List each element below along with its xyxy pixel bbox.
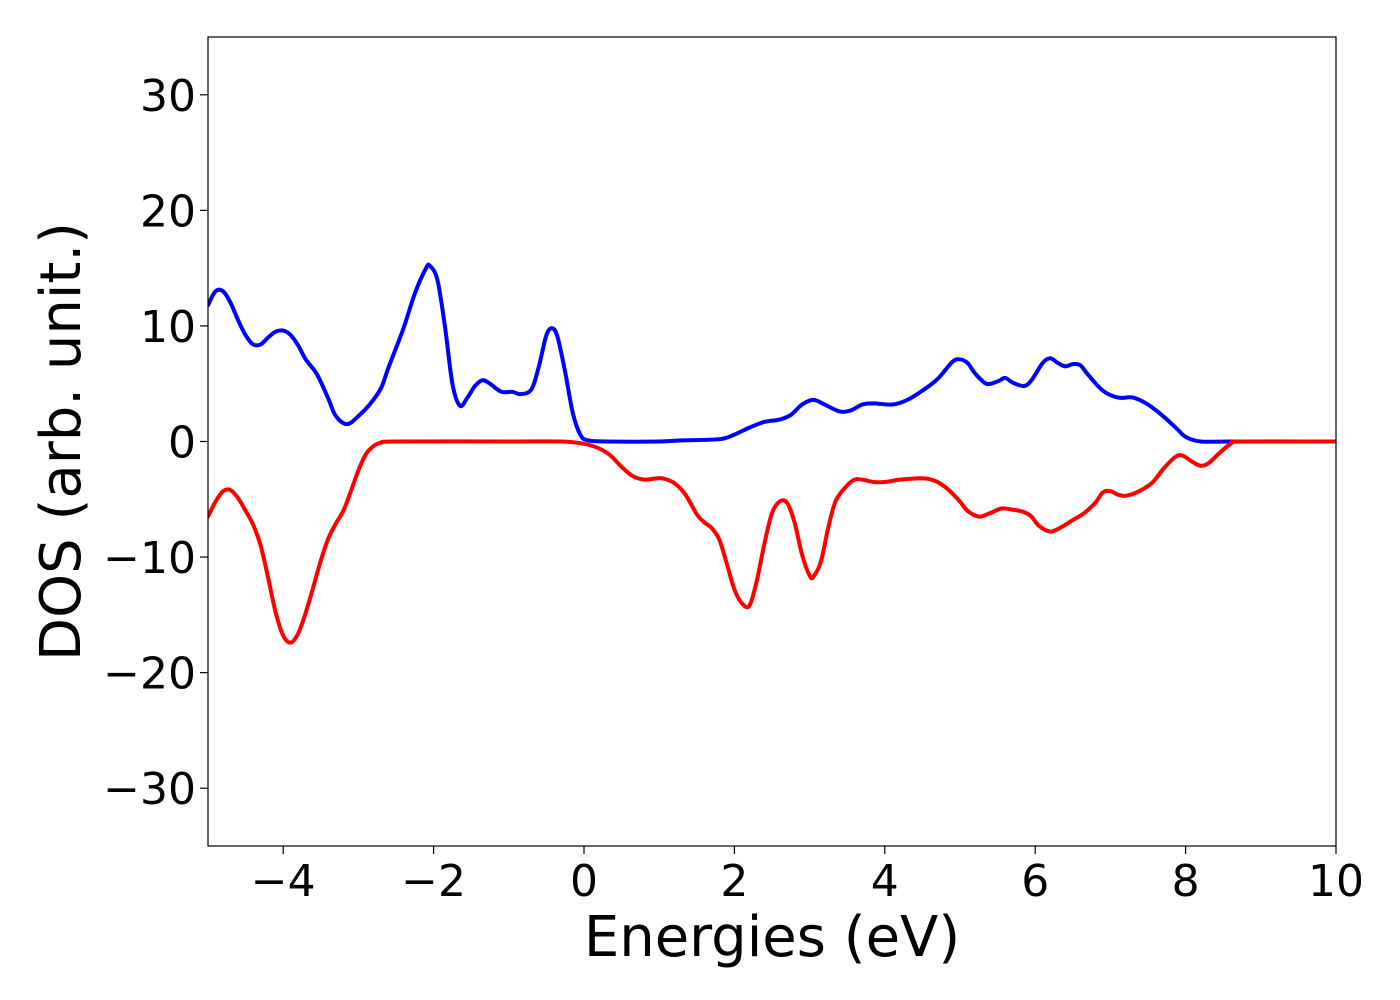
y-tick-label: 30: [140, 71, 196, 122]
x-tick-label: 4: [871, 856, 899, 907]
x-tick-label: 8: [1172, 856, 1200, 907]
y-axis-title: DOS (arb. unit.): [29, 222, 94, 661]
y-tick-label: 0: [168, 418, 196, 469]
x-axis-ticks: −4 −2 0 2 4 6 8 10: [251, 846, 1364, 907]
plot-area: [208, 37, 1336, 846]
x-tick-label: 6: [1021, 856, 1049, 907]
x-tick-label: −2: [401, 856, 466, 907]
y-tick-label: −30: [103, 764, 196, 815]
series-line-red: [208, 439, 1336, 645]
x-tick-label: 0: [570, 856, 598, 907]
x-tick-label: 10: [1308, 856, 1364, 907]
x-tick-label: −4: [251, 856, 316, 907]
y-axis-ticks: 30 20 10 0 −10 −20 −30: [103, 71, 208, 815]
y-tick-label: −20: [103, 649, 196, 700]
series-layer: [208, 262, 1336, 645]
x-axis-title: Energies (eV): [584, 905, 960, 970]
x-tick-label: 2: [720, 856, 748, 907]
y-tick-label: −10: [103, 533, 196, 584]
series-line-blue: [208, 262, 1336, 444]
y-tick-label: 10: [140, 302, 196, 353]
y-tick-label: 20: [140, 186, 196, 237]
